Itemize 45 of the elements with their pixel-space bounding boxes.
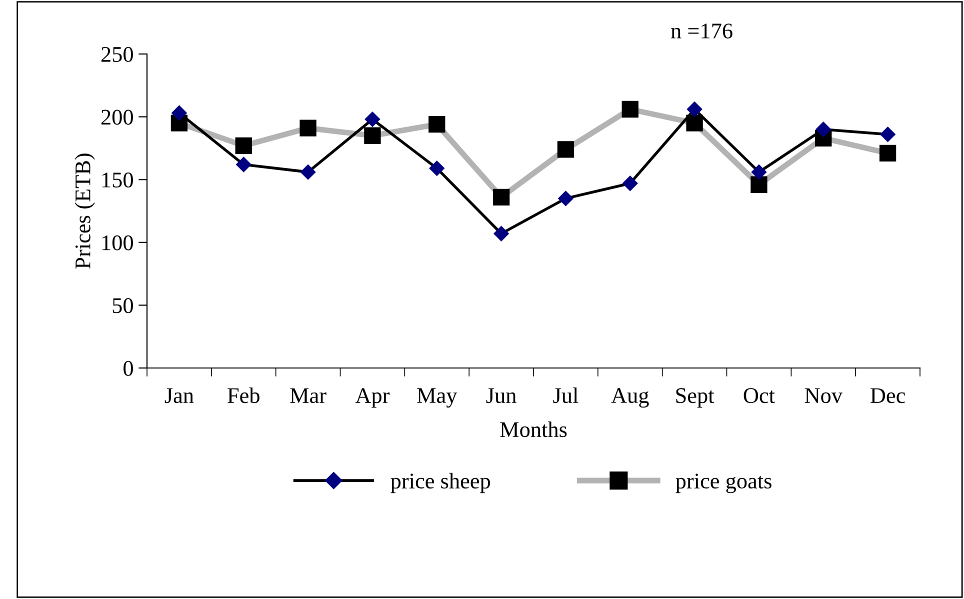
point xyxy=(171,105,188,121)
y-tick-label: 0 xyxy=(124,360,133,376)
point xyxy=(558,190,574,206)
point xyxy=(300,164,316,180)
point xyxy=(686,114,703,132)
y-tick-label: 100 xyxy=(102,235,133,250)
point xyxy=(686,101,702,118)
point xyxy=(364,111,380,128)
x-tick-label: Mar xyxy=(290,388,326,404)
point xyxy=(622,100,638,118)
point xyxy=(816,122,832,138)
point xyxy=(750,176,768,193)
point xyxy=(364,127,381,144)
x-tick-label: May xyxy=(417,388,458,408)
point xyxy=(493,226,510,242)
point xyxy=(622,176,638,192)
x-tick-label: Oct xyxy=(744,388,775,404)
x-tick-label: Aug xyxy=(611,388,649,408)
y-tick-label: 150 xyxy=(102,172,133,188)
point xyxy=(236,156,252,172)
point xyxy=(557,141,574,158)
point xyxy=(751,164,767,180)
point xyxy=(879,144,896,162)
text: n =176 xyxy=(671,24,732,39)
point xyxy=(429,160,445,176)
y-tick-label: 250 xyxy=(101,46,133,62)
x-axis-title: Months xyxy=(500,421,567,438)
y-tick-label: 200 xyxy=(101,110,133,125)
x-tick-label: Nov xyxy=(804,388,843,404)
legend-label: price sheep xyxy=(390,472,490,494)
x-tick-label: Dec xyxy=(870,388,905,404)
legend-label: price goats xyxy=(676,474,772,494)
x-tick-label: Jan xyxy=(164,388,194,404)
x-tick-label: Jun xyxy=(486,388,516,404)
point xyxy=(492,188,510,206)
x-tick-label: Apr xyxy=(355,388,390,408)
y-axis-title: Prices (ETB) xyxy=(74,154,95,269)
x-tick-label: Feb xyxy=(228,387,260,404)
y-tick-label: 50 xyxy=(112,298,133,314)
x-tick-label: Jul xyxy=(553,387,578,404)
point xyxy=(300,120,316,136)
x-tick-label: Sept xyxy=(676,388,714,408)
point xyxy=(235,137,252,154)
point xyxy=(880,126,896,142)
point xyxy=(428,116,446,133)
